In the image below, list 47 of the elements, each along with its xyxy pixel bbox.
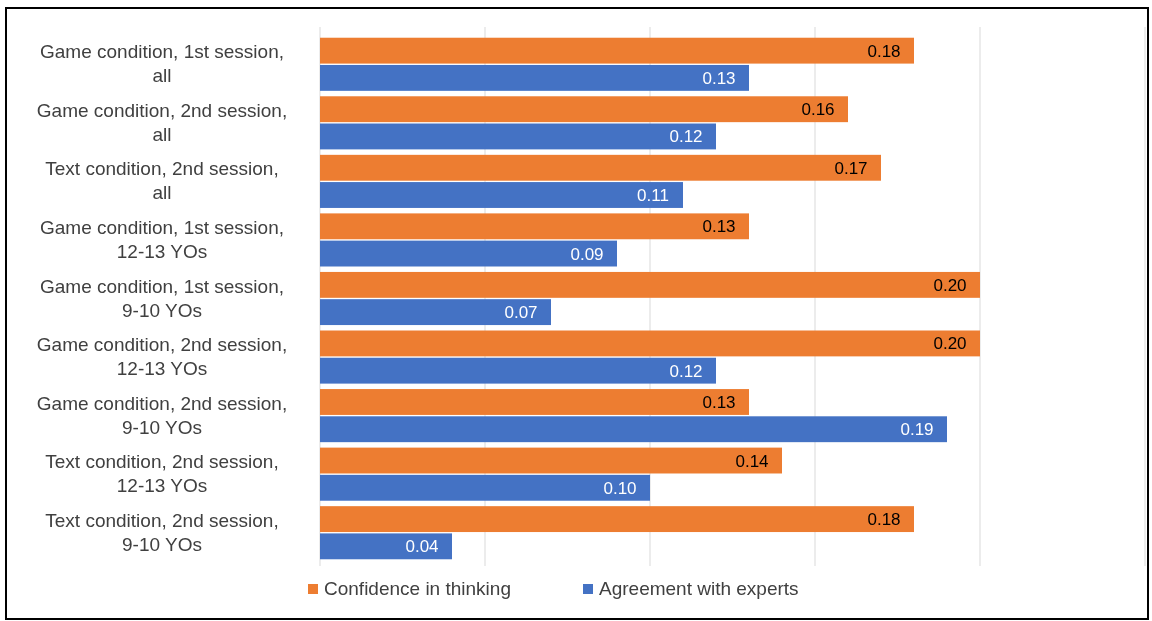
data-label: 0.13	[702, 392, 736, 412]
bar	[320, 182, 683, 208]
bar	[320, 240, 617, 267]
y-tick-label: Game condition, 2nd session, 12-13 YOs	[36, 334, 288, 380]
bar	[320, 330, 980, 357]
data-label: 0.18	[867, 41, 901, 61]
data-label: 0.13	[702, 68, 736, 88]
y-tick-label: Game condition, 2nd session, 9-10 YOs	[36, 392, 288, 438]
legend-label: Agreement with experts	[599, 578, 799, 599]
y-tick-label: Game condition, 2nd session, all	[36, 99, 288, 145]
bar	[320, 389, 749, 415]
data-label: 0.12	[669, 127, 703, 147]
data-label: 0.07	[504, 303, 538, 323]
data-label: 0.04	[405, 537, 439, 557]
data-label: 0.13	[702, 217, 736, 237]
data-label: 0.20	[933, 275, 967, 295]
bar	[320, 64, 749, 91]
y-tick-label: Text condition, 2nd session, 9-10 YOs	[45, 509, 279, 555]
bar	[320, 213, 749, 240]
bar	[320, 123, 716, 150]
data-label: 0.14	[735, 451, 769, 471]
y-tick-label: Text condition, 2nd session, all	[45, 158, 279, 204]
data-label: 0.18	[867, 510, 901, 530]
bar	[320, 357, 716, 384]
bar	[320, 474, 650, 501]
bar	[320, 271, 980, 298]
data-label: 0.09	[570, 244, 604, 264]
data-label: 0.10	[603, 478, 637, 498]
data-label: 0.11	[637, 186, 669, 206]
y-tick-label: Game condition, 1st session, 12-13 YOs	[40, 216, 284, 262]
data-label: 0.12	[669, 361, 703, 381]
bar	[320, 533, 452, 560]
data-label: 0.19	[900, 420, 934, 440]
data-label: 0.17	[834, 158, 868, 178]
bar	[320, 299, 551, 326]
data-label: 0.16	[801, 100, 835, 120]
data-label: 0.20	[933, 334, 967, 354]
bar	[320, 37, 914, 64]
bar	[320, 96, 848, 123]
bar	[320, 447, 782, 474]
bar	[320, 154, 881, 181]
bar	[320, 506, 914, 533]
bar	[320, 416, 947, 443]
y-tick-label: Game condition, 1st session, 9-10 YOs	[40, 275, 284, 321]
y-tick-label: Game condition, 1st session, all	[40, 41, 284, 87]
y-tick-label: Text condition, 2nd session, 12-13 YOs	[45, 451, 279, 497]
legend-label: Confidence in thinking	[324, 578, 511, 599]
